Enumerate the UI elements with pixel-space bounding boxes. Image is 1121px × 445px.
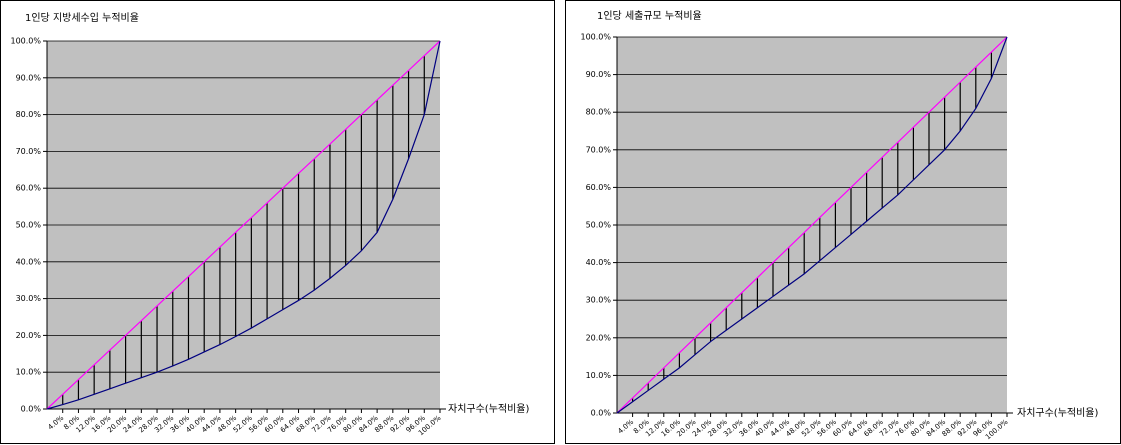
series-line: [632, 36, 1008, 399]
y-tick-label: 100.0%: [580, 33, 611, 42]
series-line: [632, 36, 1008, 403]
y-tick-label: 30.0%: [586, 296, 612, 305]
y-tick-label: 0.0%: [21, 405, 42, 414]
y-tick-label: 40.0%: [16, 257, 42, 266]
y-tick-label: 30.0%: [16, 294, 42, 303]
y-tick-label: 0.0%: [591, 409, 612, 418]
y-tick-label: 20.0%: [586, 333, 612, 342]
y-tick-label: 70.0%: [16, 147, 42, 156]
y-tick-label: 10.0%: [16, 368, 42, 377]
chart-title: 1인당 세출규모 누적비율: [597, 10, 702, 22]
chart-title: 1인당 지방세수입 누적비율: [25, 11, 139, 24]
y-tick-label: 60.0%: [586, 183, 612, 192]
y-tick-label: 40.0%: [586, 258, 612, 267]
y-tick-label: 90.0%: [586, 70, 612, 79]
y-tick-label: 90.0%: [16, 73, 42, 82]
origin-segment: [46, 404, 63, 410]
series-line: [62, 40, 441, 406]
origin-segment: [46, 393, 64, 410]
y-tick-label: 100.0%: [10, 37, 41, 46]
x-axis-title: 자치구수(누적비율): [448, 403, 530, 415]
series-line: [62, 40, 441, 395]
y-tick-label: 60.0%: [16, 184, 42, 193]
origin-segment: [616, 401, 633, 414]
x-axis-title: 자치구수(누적비율): [1017, 407, 1099, 419]
y-tick-label: 80.0%: [586, 108, 612, 117]
y-tick-label: 70.0%: [586, 145, 612, 154]
y-tick-label: 20.0%: [16, 331, 42, 340]
y-tick-label: 80.0%: [16, 110, 42, 119]
y-tick-label: 10.0%: [586, 371, 612, 380]
y-tick-label: 50.0%: [16, 221, 42, 230]
y-tick-label: 50.0%: [586, 221, 612, 230]
